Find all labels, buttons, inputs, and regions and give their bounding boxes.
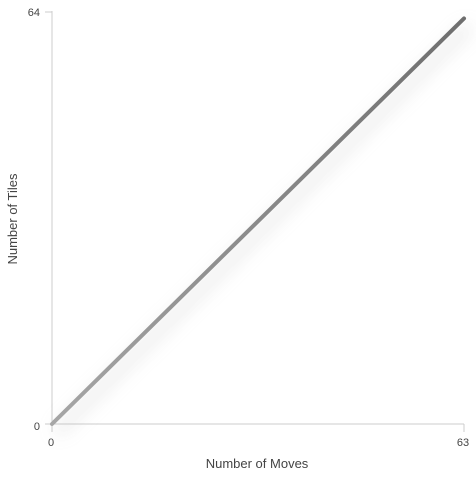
x-tick-label: 63 xyxy=(457,437,469,449)
axes xyxy=(45,11,465,432)
x-axis-label: Number of Moves xyxy=(206,456,309,471)
series-shadow xyxy=(55,24,471,434)
y-tick-label: 0 xyxy=(34,421,40,433)
y-tick-label: 64 xyxy=(28,7,40,19)
x-tick-label: 0 xyxy=(48,437,54,449)
series-layer xyxy=(50,16,471,434)
series-line xyxy=(50,16,466,426)
y-axis-label: Number of Tiles xyxy=(5,173,20,265)
